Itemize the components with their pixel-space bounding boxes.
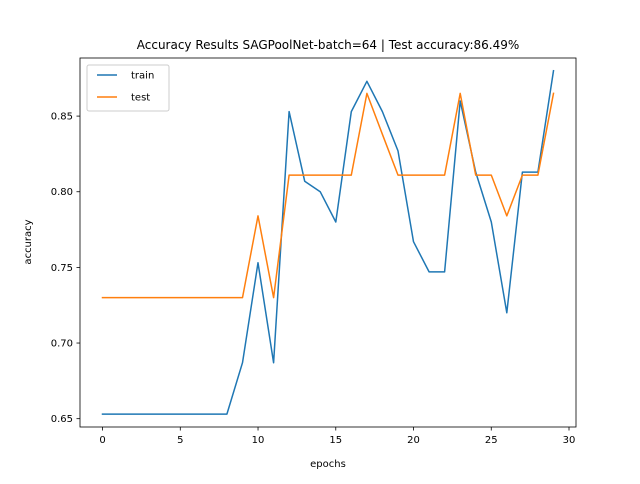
- y-tick-label: 0.70: [51, 339, 73, 350]
- plot-area-frame: [79, 57, 577, 428]
- y-tick-label: 0.80: [51, 187, 73, 198]
- chart-title: Accuracy Results SAGPoolNet-batch=64 | T…: [137, 38, 520, 52]
- x-tick-label: 15: [329, 435, 342, 446]
- x-tick-label: 0: [99, 435, 105, 446]
- x-tick-label: 20: [407, 435, 420, 446]
- y-tick-label: 0.65: [51, 414, 73, 425]
- x-tick-label: 25: [485, 435, 498, 446]
- series-line-test: [101, 92, 555, 299]
- x-tick-label: 5: [177, 435, 183, 446]
- x-tick-label: 10: [252, 435, 265, 446]
- y-tick-label: 0.85: [51, 112, 73, 123]
- legend: train test: [86, 64, 170, 112]
- series-line-train: [101, 69, 555, 415]
- legend-frame: [86, 64, 170, 112]
- x-tick-label: 30: [563, 435, 576, 446]
- legend-label-test: test: [131, 93, 150, 104]
- x-axis-label: epochs: [310, 459, 346, 470]
- legend-label-train: train: [131, 71, 154, 82]
- y-tick-label: 0.75: [51, 263, 73, 274]
- y-axis-label: accuracy: [23, 219, 34, 264]
